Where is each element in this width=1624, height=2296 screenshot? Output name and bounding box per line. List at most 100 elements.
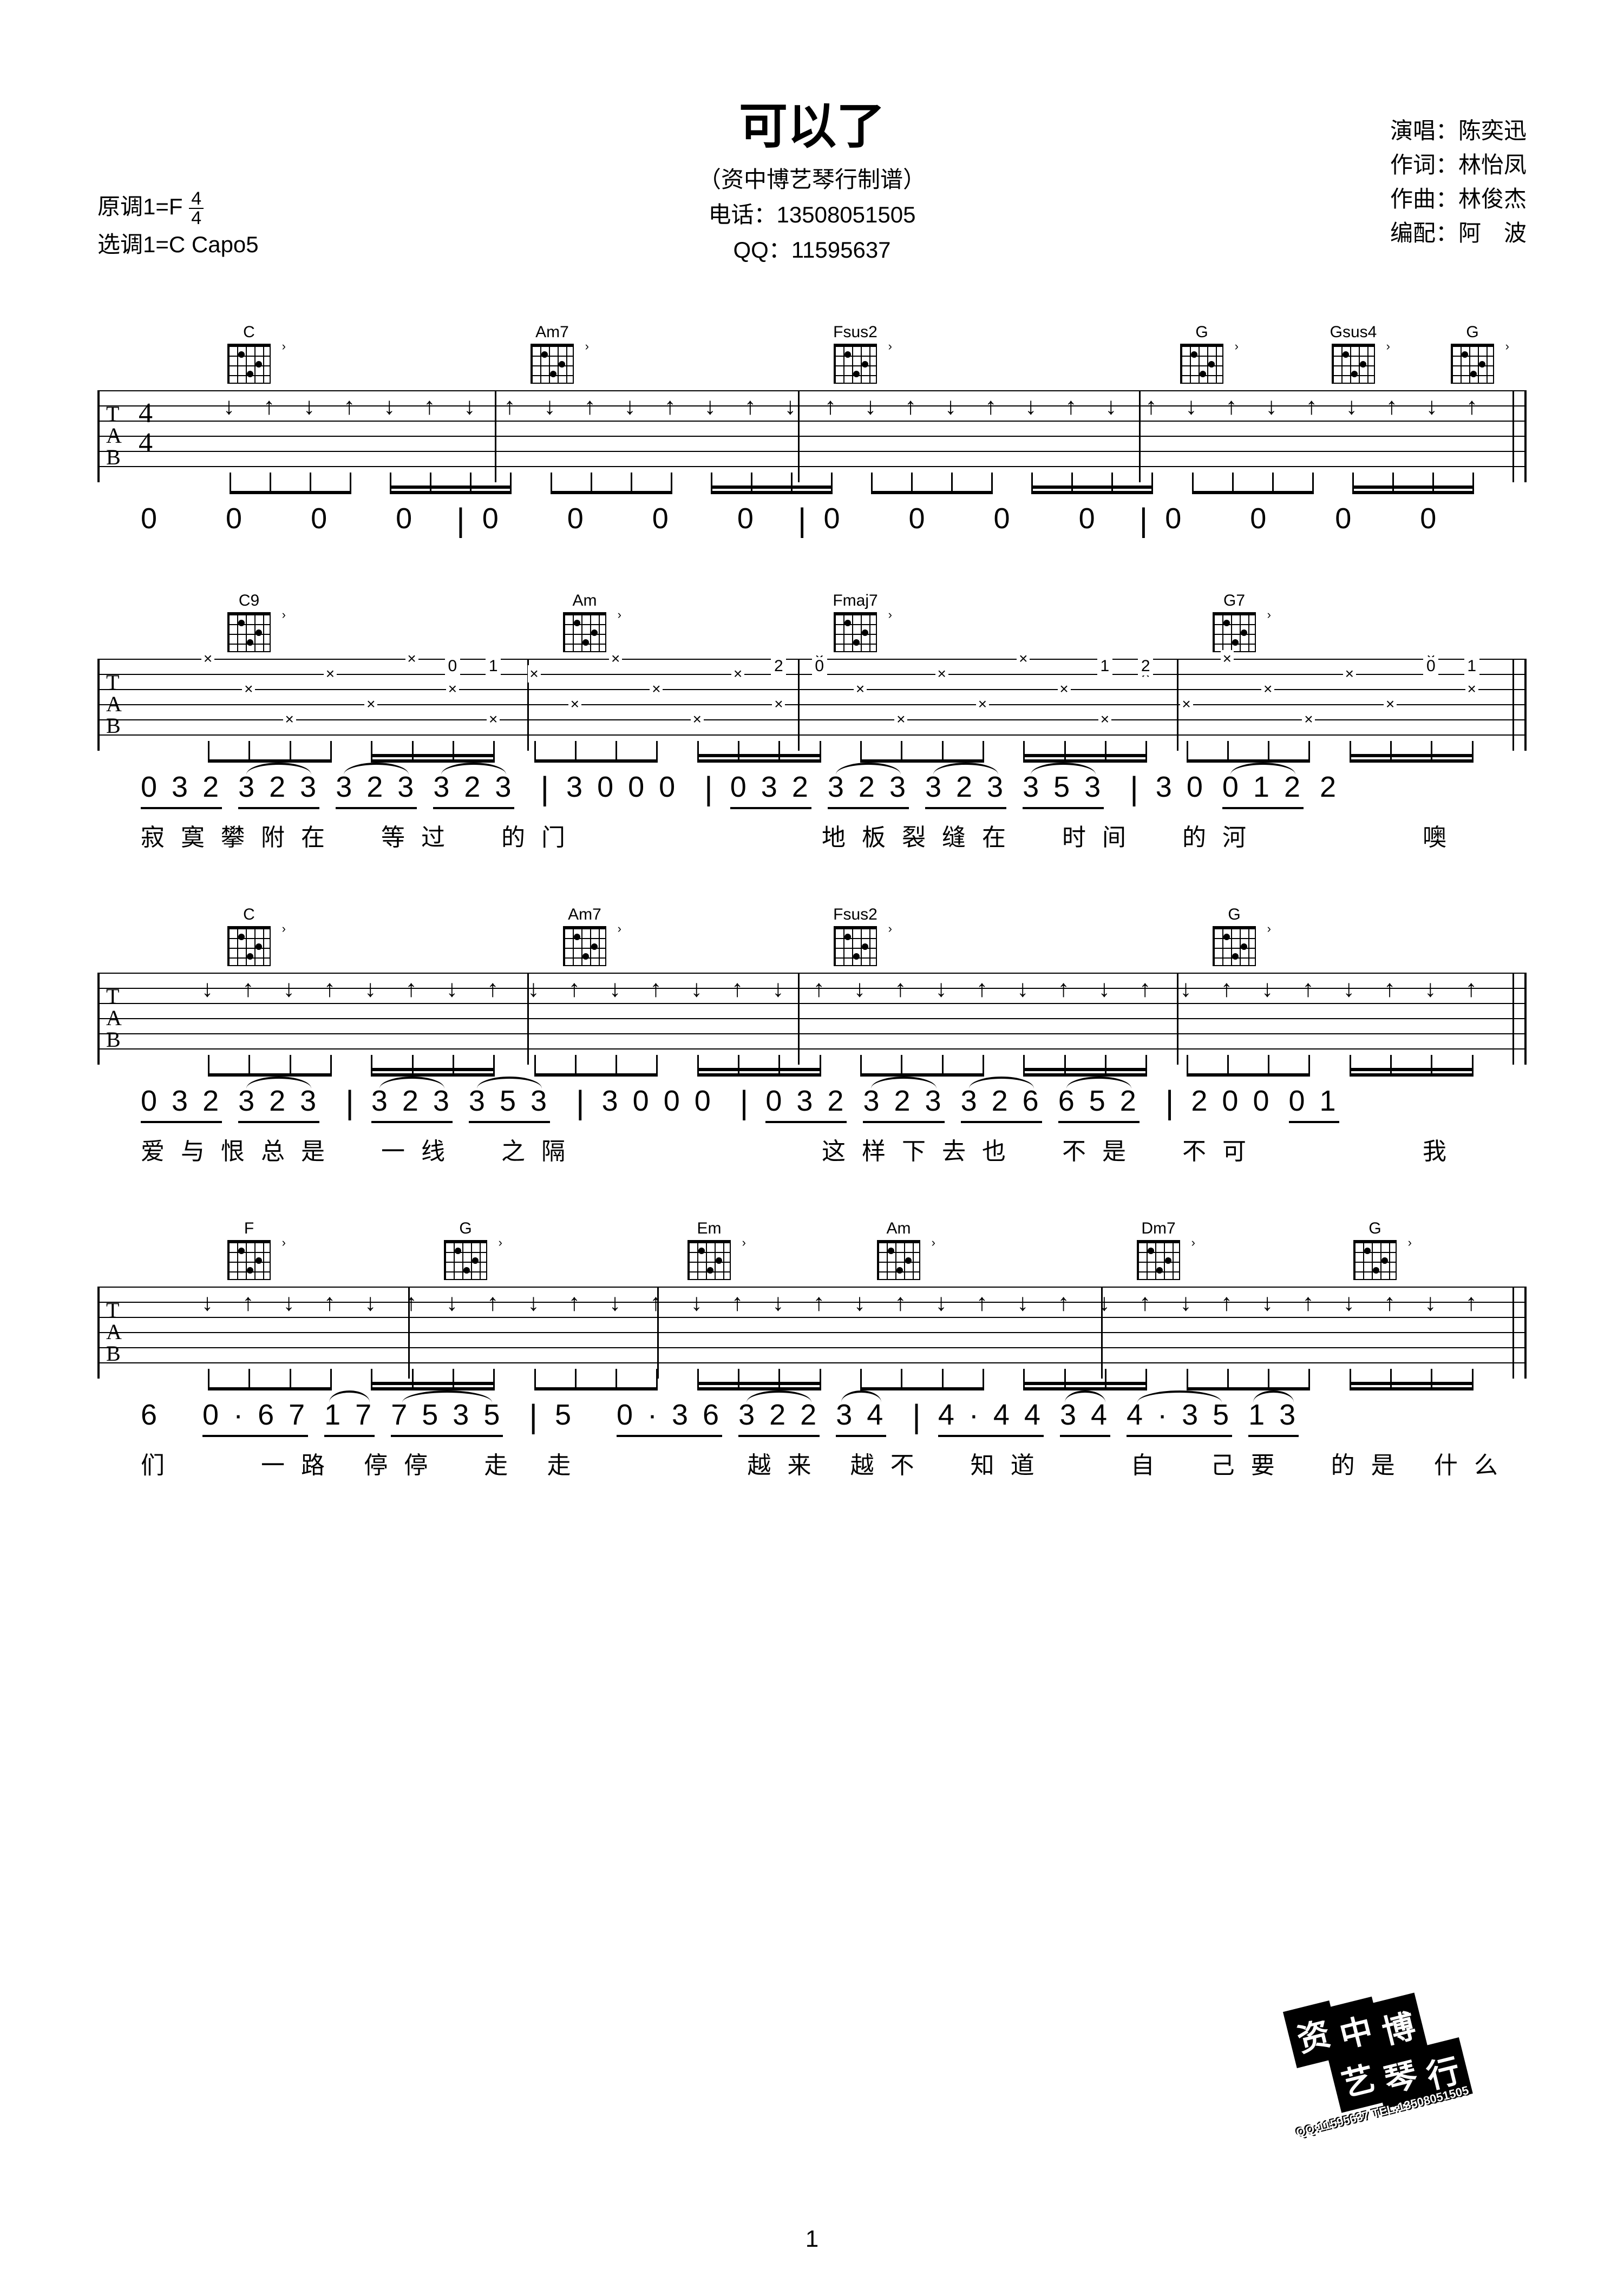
up-strum-icon: ↑	[324, 977, 336, 1001]
mute-mark: ×	[1058, 680, 1071, 698]
up-strum-icon: ↑	[487, 1291, 499, 1315]
up-strum-icon: ↑	[1139, 977, 1151, 1001]
up-strum-icon: ↑	[1065, 395, 1077, 418]
original-key: 原调1=F	[97, 194, 183, 219]
up-strum-icon: ↑	[813, 1291, 825, 1315]
down-strum-icon: ↓	[1346, 395, 1358, 418]
up-strum-icon: ↑	[650, 977, 662, 1001]
chord-diagram: G›	[1207, 906, 1261, 966]
down-strum-icon: ↓	[1343, 977, 1355, 1001]
mute-mark: ×	[405, 650, 418, 667]
time-signature-fraction: 4 4	[189, 189, 204, 227]
chord-diagram: G›	[1445, 323, 1499, 384]
chord-grid	[563, 613, 606, 652]
notation-systems: C›Am7›Fsus2›G›Gsus4›G›TAB44↓↑↓↑↓↑↓↑↓↑↓↑↓…	[97, 308, 1527, 1480]
mute-mark: ×	[894, 711, 907, 728]
chord-diagram: Em›	[682, 1219, 736, 1280]
down-strum-icon: ↓	[772, 1291, 784, 1315]
mute-mark: ×	[242, 680, 255, 698]
chord-name: G	[1175, 323, 1229, 342]
qq-line: QQ：11595637	[97, 232, 1527, 265]
chord-name: Am	[558, 592, 612, 610]
chord-diagram: F›	[222, 1219, 276, 1280]
chord-grid	[834, 345, 877, 384]
chord-diagram: Fmaj7›	[828, 592, 882, 652]
up-strum-icon: ↑	[1139, 1291, 1151, 1315]
up-strum-icon: ↑	[405, 1291, 417, 1315]
chord-name: G	[1445, 323, 1499, 342]
chord-row: C›Am7›Fsus2›G›Gsus4›G›	[146, 308, 1527, 384]
down-strum-icon: ↓	[609, 977, 621, 1001]
down-strum-icon: ↓	[528, 1291, 540, 1315]
composer: 作曲：林俊杰	[1390, 182, 1527, 216]
chord-name: C	[222, 906, 276, 924]
chord-grid	[563, 927, 606, 966]
mute-mark: ×	[1343, 665, 1356, 683]
tab-staff: TAB↓↑↓↑↓↑↓↑↓↑↓↑↓↑↓↑↓↑↓↑↓↑↓↑↓↑↓↑↓↑↓↑	[97, 1287, 1527, 1379]
up-strum-icon: ↑	[568, 977, 580, 1001]
down-strum-icon: ↓	[1266, 395, 1278, 418]
down-strum-icon: ↓	[1426, 395, 1438, 418]
up-strum-icon: ↑	[1221, 1291, 1233, 1315]
up-strum-icon: ↑	[405, 977, 417, 1001]
down-strum-icon: ↓	[865, 395, 876, 418]
chord-diagram: Fsus2›	[828, 906, 882, 966]
chord-name: Gsus4	[1326, 323, 1380, 342]
mute-mark: ×	[201, 650, 214, 667]
chord-grid	[1137, 1241, 1180, 1280]
lyric-row: 爱与恨总是 一线 之隔 这样下去也 不是 不可 我	[141, 1132, 1527, 1166]
mute-mark: ×	[487, 711, 500, 728]
up-strum-icon: ↑	[324, 1291, 336, 1315]
chord-diagram: Gsus4›	[1326, 323, 1380, 384]
up-strum-icon: ↑	[1384, 1291, 1396, 1315]
up-strum-icon: ↑	[976, 1291, 988, 1315]
chord-diagram: Am7›	[525, 323, 579, 384]
down-strum-icon: ↓	[1017, 977, 1029, 1001]
down-strum-icon: ↓	[223, 395, 235, 418]
up-strum-icon: ↑	[824, 395, 836, 418]
down-strum-icon: ↓	[446, 1291, 458, 1315]
up-strum-icon: ↑	[1386, 395, 1398, 418]
up-strum-icon: ↑	[894, 1291, 906, 1315]
mute-mark: ×	[1302, 711, 1315, 728]
up-strum-icon: ↑	[1306, 395, 1318, 418]
chord-name: G7	[1207, 592, 1261, 610]
up-strum-icon: ↑	[1465, 977, 1477, 1001]
jianpu-row: 0 3 23 2 33 2 33 2 3|3 0 0 0|0 3 23 2 33…	[141, 772, 1527, 809]
chord-row: F›G›Em›Am›Dm7›G›	[146, 1204, 1527, 1280]
chord-grid	[687, 1241, 731, 1280]
chord-grid	[1213, 613, 1256, 652]
jianpu-row: 0 3 23 2 3|3 2 33 5 3|3 0 0 0|0 3 23 2 3…	[141, 1086, 1527, 1123]
chord-grid	[834, 613, 877, 652]
down-strum-icon: ↓	[691, 977, 703, 1001]
chord-grid	[1451, 345, 1494, 384]
chord-grid	[227, 613, 271, 652]
up-strum-icon: ↑	[423, 395, 435, 418]
chord-grid	[444, 1241, 487, 1280]
chord-name: C9	[222, 592, 276, 610]
up-strum-icon: ↑	[731, 977, 743, 1001]
down-strum-icon: ↓	[945, 395, 957, 418]
up-strum-icon: ↑	[242, 977, 254, 1001]
chord-name: Fmaj7	[828, 592, 882, 610]
down-strum-icon: ↓	[772, 977, 784, 1001]
transcriber: （资中博艺琴行制谱）	[97, 161, 1527, 194]
chord-name: G	[1207, 906, 1261, 924]
mute-mark: ×	[731, 665, 744, 683]
chord-diagram: G›	[1348, 1219, 1402, 1280]
arranger: 编配：阿 波	[1390, 216, 1527, 250]
down-strum-icon: ↓	[1098, 1291, 1110, 1315]
up-strum-icon: ↑	[905, 395, 916, 418]
mute-mark: ×	[1017, 650, 1030, 667]
chord-diagram: Dm7›	[1131, 1219, 1186, 1280]
chord-diagram: Am›	[872, 1219, 926, 1280]
up-strum-icon: ↑	[985, 395, 997, 418]
tab-staff: TAB↓↑↓↑↓↑↓↑↓↑↓↑↓↑↓↑↓↑↓↑↓↑↓↑↓↑↓↑↓↑↓↑	[97, 973, 1527, 1065]
down-strum-icon: ↓	[854, 1291, 866, 1315]
up-strum-icon: ↑	[1226, 395, 1237, 418]
down-strum-icon: ↓	[463, 395, 475, 418]
lyric-row: 寂寞攀附在 等过 的门 地板裂缝在 时间 的河 噢	[141, 818, 1527, 852]
mute-mark: ×	[650, 680, 663, 698]
down-strum-icon: ↓	[1180, 1291, 1192, 1315]
chord-name: Dm7	[1131, 1219, 1186, 1238]
